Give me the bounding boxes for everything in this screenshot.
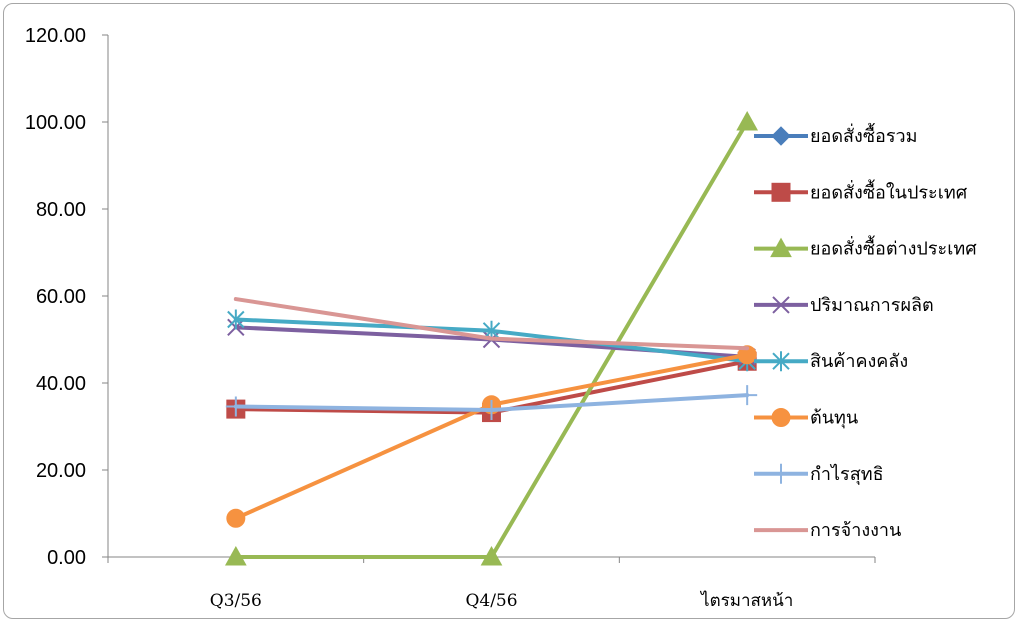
data-point [737, 385, 758, 406]
legend-label: ยอดสั่งซื้อรวม [810, 123, 918, 147]
legend-marker [771, 182, 791, 202]
legend-label: สินค้าคงคลัง [810, 351, 908, 372]
series-8 [233, 297, 750, 351]
legend-marker [771, 463, 791, 484]
data-point [227, 309, 245, 330]
legend-marker [772, 296, 790, 314]
legend-entry: ต้นทุน [754, 408, 858, 429]
data-point [224, 545, 247, 566]
legend-entry: ยอดสั่งซื้อต่างประเทศ [754, 236, 977, 260]
y-tick-label: 120.00 [25, 25, 86, 47]
legend-entry: การจ้างงาน [754, 520, 901, 541]
legend-entry: กำไรสุทธิ [754, 463, 884, 485]
legend-marker [771, 126, 791, 146]
series-3 [224, 110, 759, 566]
series-6 [226, 345, 757, 528]
chart-frame [3, 3, 1015, 619]
data-point [481, 399, 502, 420]
series-7 [225, 385, 758, 420]
x-tick-labels: Q3/56 Q4/56 ไตรมาสหน้า [210, 590, 794, 611]
legend-marker [772, 351, 790, 372]
y-tick-label: 60.00 [36, 286, 86, 308]
y-tick-label: 20.00 [36, 460, 86, 482]
data-point [226, 508, 246, 528]
legend-label: ยอดสั่งซื้อต่างประเทศ [810, 236, 977, 260]
legend-marker [771, 408, 791, 427]
legend-label: ต้นทุน [810, 408, 858, 429]
x-tick-label: Q4/56 [465, 591, 517, 611]
legend-marker [770, 237, 792, 258]
series-layer [224, 110, 759, 566]
y-tick-label: 100.00 [25, 112, 86, 134]
legend-label: ปริมาณการผลิต [810, 295, 934, 316]
legend-label: ยอดสั่งซื้อในประเทศ [810, 179, 968, 203]
legend-entry: ปริมาณการผลิต [754, 295, 934, 316]
legend-label: การจ้างงาน [810, 520, 901, 541]
y-tick-label: 80.00 [36, 199, 86, 221]
x-tick-label: ไตรมาสหน้า [699, 590, 793, 611]
legend-label: กำไรสุทธิ [810, 463, 884, 485]
data-point [737, 345, 757, 365]
data-point [736, 110, 759, 131]
legend-entry: ยอดสั่งซื้อรวม [754, 123, 918, 147]
y-tick-label: 40.00 [36, 373, 86, 395]
x-tick-label: Q3/56 [210, 591, 262, 611]
axes [102, 34, 876, 563]
y-tick-labels: 0.00 20.00 40.00 60.00 80.00 100.00 120.00 [25, 25, 86, 569]
legend: ยอดสั่งซื้อรวมยอดสั่งซื้อในประเทศยอดสั่ง… [754, 123, 977, 541]
data-point [480, 545, 503, 566]
series-line [233, 352, 750, 521]
y-tick-label: 0.00 [47, 547, 86, 569]
series-line [233, 297, 750, 351]
legend-entry: สินค้าคงคลัง [754, 351, 908, 372]
legend-entry: ยอดสั่งซื้อในประเทศ [754, 179, 968, 203]
data-point [225, 396, 246, 417]
